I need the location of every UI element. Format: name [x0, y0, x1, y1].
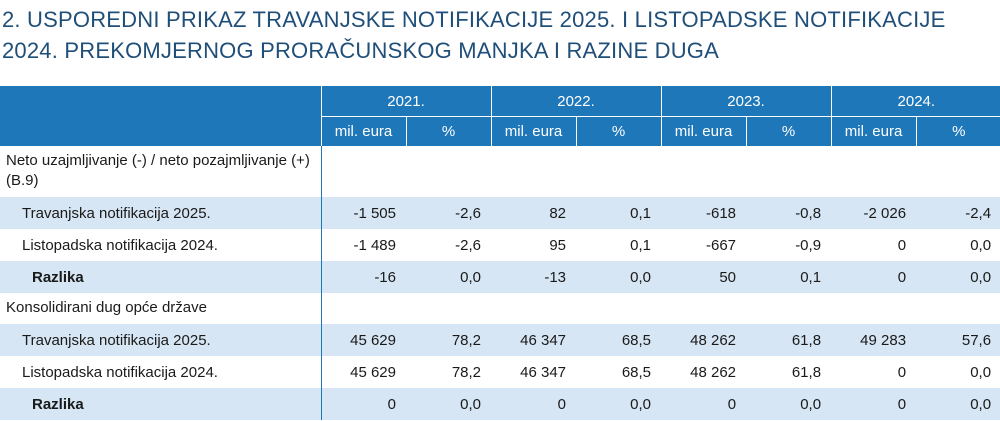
cell: 0 — [897, 236, 907, 254]
cell: -0,8 — [746, 197, 832, 229]
cell: 0 — [661, 388, 747, 420]
cell: 82 — [491, 197, 577, 229]
cell: 0,0 — [970, 363, 992, 381]
cell: 68,5 — [576, 324, 662, 356]
cell: 57,6 — [916, 324, 1000, 356]
cell: 0 — [321, 388, 406, 420]
cell: -618 — [661, 197, 747, 229]
cell: -13 — [491, 261, 577, 293]
year-header: 2024. — [830, 86, 1000, 117]
section-row: Neto uzajmljivanje (-) / neto pozajmljiv… — [0, 146, 1000, 197]
unit-header: % — [405, 116, 492, 146]
cell: 0,1 — [630, 236, 652, 254]
section-label: Neto uzajmljivanje (-) / neto pozajmljiv… — [0, 146, 322, 197]
unit-header-row: mil. eura % mil. eura % mil. eura % mil.… — [0, 116, 1000, 146]
row-label: Listopadska notifikacija 2024. — [0, 356, 322, 388]
cell: 49 283 — [831, 324, 917, 356]
year-header: 2022. — [490, 86, 662, 117]
cell: 48 262 — [661, 324, 747, 356]
cell: 0,0 — [970, 236, 992, 254]
year-header: 2021. — [320, 86, 492, 117]
cell: 50 — [661, 261, 747, 293]
row-label: Razlika — [0, 261, 322, 293]
cell: -0,9 — [795, 236, 822, 254]
row-label: Listopadska notifikacija 2024. — [0, 229, 322, 261]
cell: 45 629 — [350, 363, 396, 381]
unit-header: mil. eura — [320, 116, 406, 146]
table-row: Razlika 0 0,0 0 0,0 0 0,0 0 0,0 — [0, 388, 1000, 420]
cell: 0,0 — [916, 261, 1000, 293]
cell: -16 — [321, 261, 406, 293]
cell: -2,6 — [406, 197, 492, 229]
cell: 78,2 — [451, 363, 482, 381]
row-label: Travanjska notifikacija 2025. — [0, 324, 322, 356]
cell: 95 — [549, 236, 567, 254]
year-header-row: 2021. 2022. 2023. 2024. — [0, 86, 1000, 117]
cell: -1 489 — [353, 236, 396, 254]
cell: 78,2 — [406, 324, 492, 356]
cell: 0,0 — [406, 261, 492, 293]
cell: -2,6 — [455, 236, 482, 254]
table-row: Listopadska notifikacija 2024. -1 489 -2… — [0, 229, 1000, 261]
unit-header: mil. eura — [660, 116, 747, 146]
section-label: Konsolidirani dug opće države — [0, 293, 322, 324]
cell: -1 505 — [321, 197, 406, 229]
cell: 46 347 — [491, 324, 577, 356]
table-row: Travanjska notifikacija 2025. -1 505 -2,… — [0, 197, 1000, 229]
cell: 0,0 — [746, 388, 832, 420]
cell: 45 629 — [321, 324, 406, 356]
page-title: 2. USPOREDNI PRIKAZ TRAVANJSKE NOTIFIKAC… — [2, 7, 946, 63]
row-label: Travanjska notifikacija 2025. — [0, 197, 322, 229]
section-row: Konsolidirani dug opće države — [0, 293, 1000, 324]
cell: 0,0 — [916, 388, 1000, 420]
row-label: Razlika — [0, 388, 322, 420]
header-blank — [0, 116, 321, 146]
cell: 0 — [831, 261, 917, 293]
cell: 0,0 — [576, 261, 662, 293]
cell: -2 026 — [831, 197, 917, 229]
unit-header: mil. eura — [490, 116, 577, 146]
cell: 61,8 — [746, 324, 832, 356]
cell: 0 — [491, 388, 577, 420]
comparison-table: 2021. 2022. 2023. 2024. mil. eura % mil.… — [0, 86, 1000, 420]
cell: -2,4 — [916, 197, 1000, 229]
table-row: Listopadska notifikacija 2024. 45 629 78… — [0, 356, 1000, 388]
header-blank — [0, 86, 321, 117]
table-row: Razlika -16 0,0 -13 0,0 50 0,1 0 0,0 — [0, 261, 1000, 293]
cell: 0 — [897, 363, 907, 381]
unit-header: % — [915, 116, 1000, 146]
cell: 0,1 — [746, 261, 832, 293]
cell: -667 — [706, 236, 737, 254]
cell: 0 — [831, 388, 917, 420]
cell: 48 262 — [690, 363, 737, 381]
cell: 68,5 — [621, 363, 652, 381]
cell: 0,0 — [406, 388, 492, 420]
year-header: 2023. — [660, 86, 832, 117]
cell: 0,0 — [576, 388, 662, 420]
cell: 46 347 — [520, 363, 567, 381]
unit-header: % — [575, 116, 662, 146]
unit-header: mil. eura — [830, 116, 917, 146]
cell: 0,1 — [576, 197, 662, 229]
cell: 61,8 — [791, 363, 822, 381]
unit-header: % — [745, 116, 832, 146]
table-row: Travanjska notifikacija 2025. 45 629 78,… — [0, 324, 1000, 356]
